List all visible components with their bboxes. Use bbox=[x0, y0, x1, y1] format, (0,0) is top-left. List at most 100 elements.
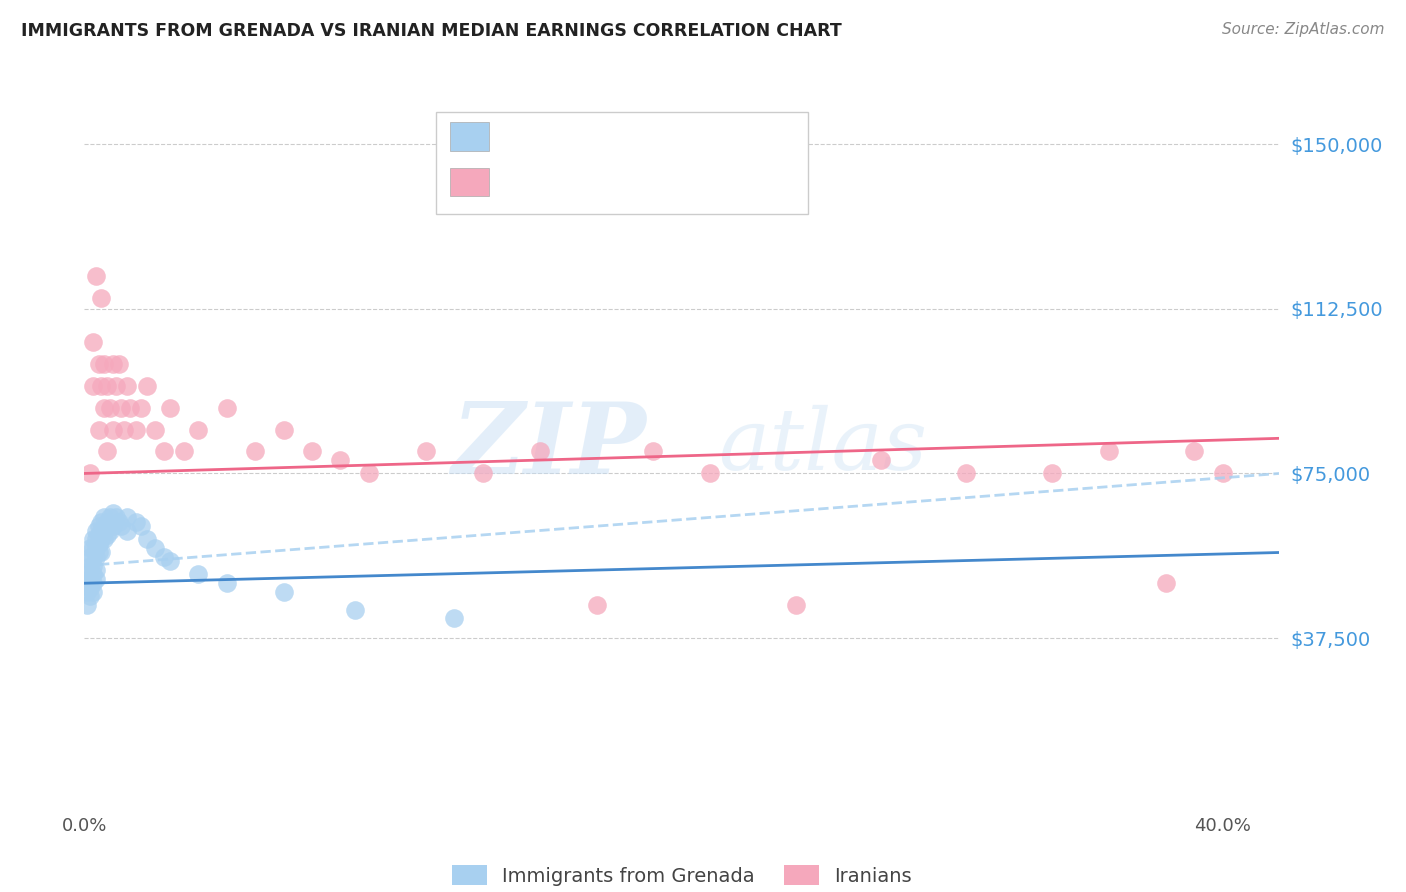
Point bbox=[101, 519, 124, 533]
Point bbox=[145, 541, 167, 555]
Point bbox=[153, 444, 176, 458]
Text: IMMIGRANTS FROM GRENADA VS IRANIAN MEDIAN EARNINGS CORRELATION CHART: IMMIGRANTS FROM GRENADA VS IRANIAN MEDIA… bbox=[21, 22, 842, 40]
Point bbox=[870, 453, 893, 467]
Point bbox=[329, 453, 352, 467]
Point bbox=[82, 541, 104, 555]
Point bbox=[215, 401, 238, 415]
Point bbox=[93, 357, 115, 371]
Point bbox=[79, 572, 101, 586]
Point bbox=[87, 528, 110, 542]
Point bbox=[79, 541, 101, 555]
Point bbox=[415, 444, 437, 458]
Point bbox=[153, 549, 176, 564]
Point bbox=[90, 291, 112, 305]
Point bbox=[84, 549, 107, 564]
Point bbox=[173, 444, 195, 458]
Point bbox=[93, 401, 115, 415]
Point bbox=[79, 558, 101, 573]
Point bbox=[82, 558, 104, 573]
Point bbox=[215, 576, 238, 591]
Point bbox=[79, 581, 101, 595]
Text: R = 0.090: R = 0.090 bbox=[498, 168, 603, 186]
Point bbox=[471, 467, 494, 481]
Point bbox=[243, 444, 266, 458]
Point bbox=[82, 533, 104, 547]
Point bbox=[118, 401, 141, 415]
Point bbox=[110, 401, 132, 415]
Text: N = 56: N = 56 bbox=[661, 122, 734, 141]
Point bbox=[87, 537, 110, 551]
Point bbox=[96, 444, 118, 458]
Point bbox=[76, 585, 98, 599]
Point bbox=[1040, 467, 1063, 481]
Point bbox=[84, 268, 107, 283]
Point bbox=[76, 598, 98, 612]
Point bbox=[357, 467, 380, 481]
Point bbox=[104, 378, 127, 392]
Point bbox=[101, 506, 124, 520]
Point bbox=[82, 567, 104, 582]
Point bbox=[129, 401, 152, 415]
Point bbox=[76, 567, 98, 582]
Point bbox=[93, 533, 115, 547]
Point bbox=[145, 423, 167, 437]
Point bbox=[90, 545, 112, 559]
Point bbox=[112, 423, 135, 437]
Point bbox=[79, 590, 101, 604]
Point bbox=[82, 576, 104, 591]
Point bbox=[84, 572, 107, 586]
Point bbox=[93, 524, 115, 538]
Point bbox=[79, 467, 101, 481]
Point bbox=[643, 444, 665, 458]
Point bbox=[129, 519, 152, 533]
Point bbox=[115, 378, 138, 392]
Point bbox=[96, 528, 118, 542]
Point bbox=[1212, 467, 1234, 481]
Point bbox=[115, 510, 138, 524]
Point bbox=[107, 515, 129, 529]
Point bbox=[124, 423, 146, 437]
Point bbox=[110, 519, 132, 533]
Point bbox=[124, 515, 146, 529]
Point bbox=[76, 576, 98, 591]
Point bbox=[136, 378, 159, 392]
Point bbox=[785, 598, 807, 612]
Text: N = 49: N = 49 bbox=[661, 168, 734, 186]
Point bbox=[104, 510, 127, 524]
Point bbox=[187, 423, 209, 437]
Point bbox=[273, 585, 295, 599]
Point bbox=[115, 524, 138, 538]
Point bbox=[87, 357, 110, 371]
Point bbox=[529, 444, 551, 458]
Point bbox=[84, 541, 107, 555]
Point bbox=[96, 378, 118, 392]
Point bbox=[90, 378, 112, 392]
Point bbox=[159, 401, 181, 415]
Point bbox=[84, 533, 107, 547]
Point bbox=[87, 545, 110, 559]
Point bbox=[273, 423, 295, 437]
Point bbox=[1182, 444, 1205, 458]
Point bbox=[90, 533, 112, 547]
Text: Source: ZipAtlas.com: Source: ZipAtlas.com bbox=[1222, 22, 1385, 37]
Point bbox=[90, 524, 112, 538]
Point bbox=[98, 510, 121, 524]
Point bbox=[82, 378, 104, 392]
Point bbox=[136, 533, 159, 547]
Point bbox=[98, 401, 121, 415]
Point bbox=[101, 357, 124, 371]
Point bbox=[699, 467, 721, 481]
Point bbox=[585, 598, 607, 612]
Point bbox=[107, 357, 129, 371]
Point bbox=[87, 519, 110, 533]
Text: ZIP: ZIP bbox=[451, 398, 647, 494]
Point bbox=[82, 334, 104, 349]
Point bbox=[101, 423, 124, 437]
Point bbox=[443, 611, 465, 625]
Point bbox=[1098, 444, 1121, 458]
Point bbox=[98, 524, 121, 538]
Point bbox=[301, 444, 323, 458]
Point bbox=[84, 524, 107, 538]
Point bbox=[1154, 576, 1177, 591]
Point bbox=[187, 567, 209, 582]
